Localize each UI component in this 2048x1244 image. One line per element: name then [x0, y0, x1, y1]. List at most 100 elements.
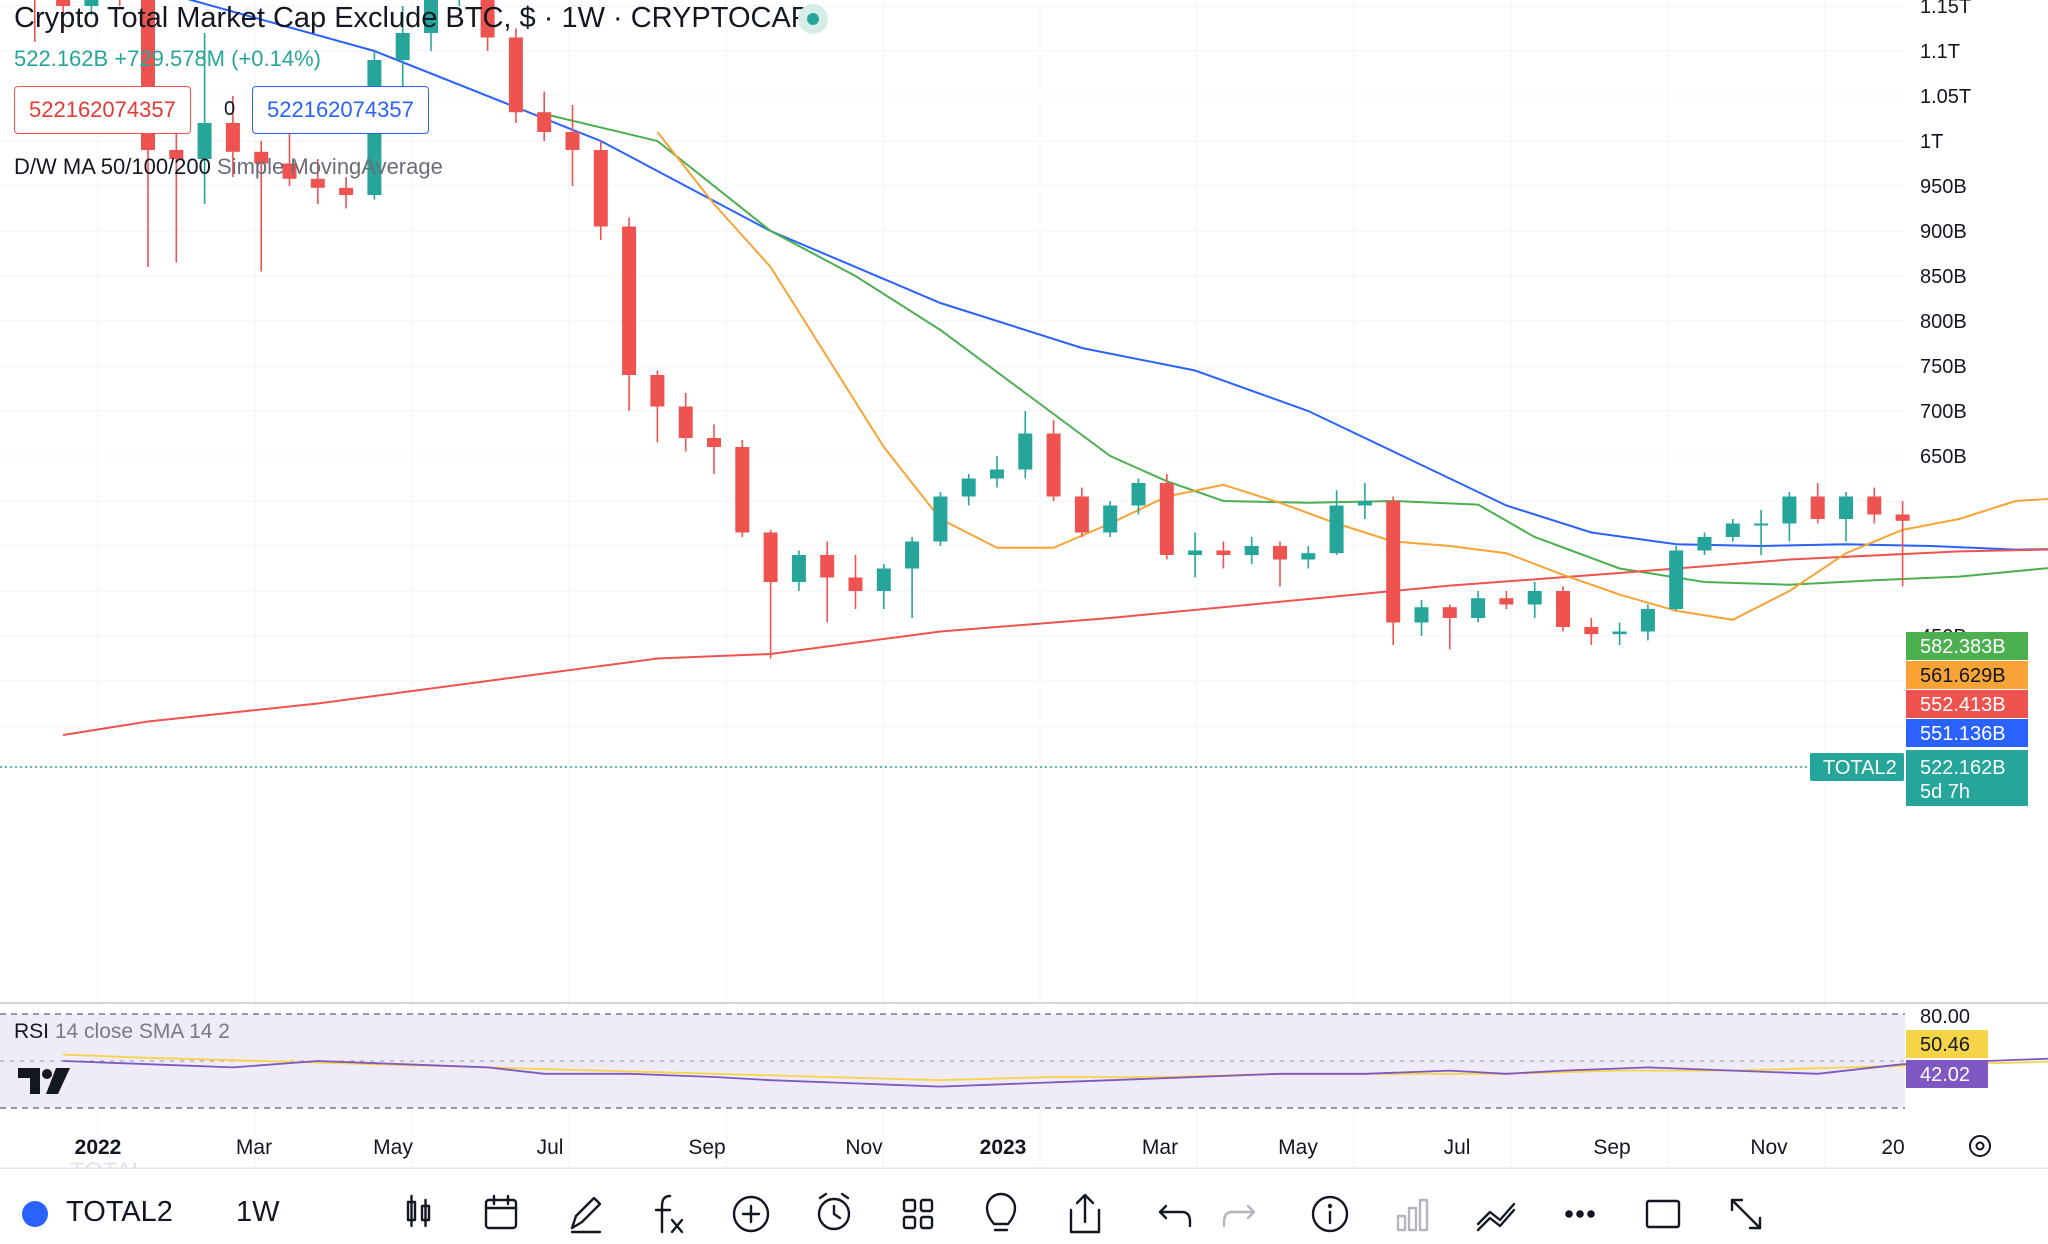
- candle: [848, 555, 863, 609]
- redo-icon[interactable]: [1222, 1204, 1256, 1228]
- time-tick-label: 2022: [75, 1136, 122, 1159]
- time-tick-label: Mar: [1142, 1136, 1178, 1159]
- rsi-value-badge: 42.02: [1920, 1064, 1970, 1086]
- candle: [1669, 546, 1684, 611]
- toolbar-icons: [406, 1192, 1762, 1234]
- rsi-lines: [63, 1053, 2048, 1088]
- price-tick-label: 800B: [1920, 311, 1967, 333]
- undo-icon[interactable]: [1158, 1204, 1192, 1228]
- bars-icon[interactable]: [1396, 1198, 1429, 1232]
- ma-badge-bg: [1906, 661, 2028, 689]
- candle: [1499, 591, 1514, 609]
- candle: [254, 141, 269, 272]
- grid-icon[interactable]: [902, 1198, 934, 1230]
- moving-average-lines: [62, 0, 2048, 736]
- settings-gear-icon[interactable]: [1969, 1135, 1991, 1157]
- time-tick-label: Nov: [1750, 1136, 1788, 1159]
- ma-badge-bg: [1906, 690, 2028, 718]
- candle: [1895, 501, 1910, 587]
- ma-badge-bg: [1906, 719, 2028, 747]
- price-scale[interactable]: 1.15T 1.1T 1.05T 1T 950B 900B 850B 800B 750B 700B…: [1920, 0, 1971, 738]
- price-tick-label: 700B: [1920, 401, 1967, 423]
- price-tick-label: 1.1T: [1920, 41, 1960, 63]
- candle: [1329, 490, 1344, 555]
- time-axis[interactable]: 2022 Mar May Jul Sep Nov 2023 Mar May Jul Sep Nov 20: [75, 1136, 1905, 1159]
- time-tick-label: 20: [1881, 1136, 1904, 1159]
- candle: [1754, 510, 1769, 555]
- price-change: 522.162B +729.578M (+0.14%): [14, 46, 322, 71]
- spread-value: 0: [224, 98, 236, 120]
- candle: [1273, 541, 1287, 587]
- rsi-badges: 80.00 50.46 42.02: [1906, 1006, 1988, 1088]
- candle: [1782, 492, 1797, 542]
- candle: [1527, 582, 1542, 618]
- candle: [197, 33, 212, 204]
- candle: [1159, 474, 1174, 560]
- candle: [1018, 411, 1033, 479]
- share-icon[interactable]: [1069, 1193, 1101, 1234]
- candle: [763, 529, 778, 659]
- ma-indicator-type: Simple MovingAverage: [217, 154, 443, 179]
- candles-group: [33, 0, 1910, 659]
- bottom-toolbar: [0, 1168, 2048, 1244]
- time-tick-label: Jul: [1444, 1136, 1471, 1159]
- candle: [1357, 483, 1372, 519]
- price-chart[interactable]: 1.15T 1.1T 1.05T 1T 950B 900B 850B 800B 750B 700B…: [0, 0, 2048, 1170]
- fx-icon[interactable]: [654, 1194, 684, 1234]
- price-tick-label: 650B: [1920, 446, 1967, 468]
- candle: [1584, 618, 1599, 645]
- chart-title: Crypto Total Market Cap Exclude BTC, $ ·…: [14, 2, 811, 34]
- ma-badge-552: 552.413B: [1920, 694, 2006, 716]
- calendar-icon[interactable]: [484, 1194, 518, 1230]
- time-tick-label: Mar: [236, 1136, 272, 1159]
- alarm-icon[interactable]: [817, 1192, 851, 1231]
- candle: [1386, 496, 1401, 645]
- rsi-legend[interactable]: RSI 14 close SMA 14 2: [14, 1020, 230, 1044]
- ma-indicator-name: D/W MA 50/100/200: [14, 154, 211, 179]
- candle: [395, 6, 410, 96]
- symbol-tag: TOTAL2: [1823, 757, 1897, 779]
- ma-badge-551: 551.136B: [1920, 723, 2006, 745]
- line-tool-icon[interactable]: [1476, 1202, 1516, 1232]
- candle: [707, 424, 721, 474]
- candle: [961, 474, 976, 506]
- candle: [1131, 478, 1146, 515]
- price-tick-label: 850B: [1920, 266, 1967, 288]
- candle: [905, 537, 920, 618]
- pencil-icon[interactable]: [570, 1196, 602, 1234]
- plus-circle-icon[interactable]: [732, 1195, 770, 1233]
- candle: [56, 0, 71, 33]
- candle: [735, 439, 750, 537]
- candle: [1046, 420, 1061, 501]
- timeframe-selector[interactable]: 1W: [236, 1196, 280, 1228]
- ma-badge-561: 561.629B: [1920, 665, 2006, 687]
- ma-line: [187, 0, 2048, 551]
- time-tick-label: May: [373, 1136, 413, 1159]
- candle: [1244, 537, 1259, 564]
- market-status-icon[interactable]: [798, 4, 828, 34]
- candle: [1471, 591, 1486, 623]
- time-tick-label: Jul: [537, 1136, 564, 1159]
- ma-indicator-legend[interactable]: D/W MA 50/100/200 Simple MovingAverage: [14, 154, 443, 180]
- rsi-params: 14 close SMA 14 2: [54, 1020, 230, 1043]
- time-tick-label: May: [1278, 1136, 1318, 1159]
- last-price-label: 522.162B: [1920, 757, 2006, 779]
- candle: [565, 105, 580, 186]
- candle: [1612, 622, 1627, 645]
- info-icon[interactable]: [1311, 1195, 1349, 1233]
- sell-button[interactable]: 522162074357: [14, 86, 191, 134]
- rsi-upper-label: 80.00: [1920, 1006, 1970, 1028]
- ma-badge-582: 582.383B: [1920, 636, 2006, 658]
- time-tick-label: Sep: [688, 1136, 725, 1159]
- candle: [537, 91, 552, 141]
- rectangle-icon[interactable]: [1645, 1199, 1681, 1229]
- fullscreen-icon[interactable]: [1730, 1198, 1762, 1230]
- buy-button[interactable]: 522162074357: [252, 86, 429, 134]
- ma-line: [656, 131, 2048, 621]
- price-tick-label: 750B: [1920, 356, 1967, 378]
- price-tick-label: 1.15T: [1920, 0, 1971, 18]
- candles-icon[interactable]: [406, 1194, 431, 1228]
- symbol-selector[interactable]: TOTAL2: [66, 1196, 173, 1228]
- lightbulb-icon[interactable]: [985, 1192, 1017, 1232]
- more-icon[interactable]: [1565, 1210, 1595, 1218]
